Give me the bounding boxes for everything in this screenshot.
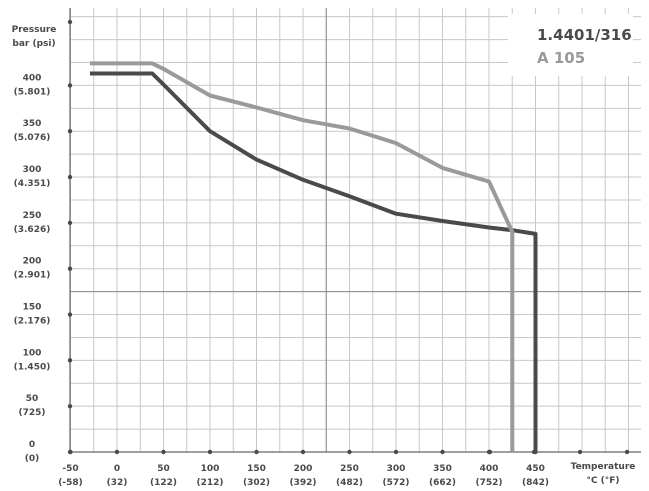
x-tick-label-fahrenheit: (752) xyxy=(475,478,502,488)
y-tick-label: 350 xyxy=(23,119,42,129)
x-tick-dot xyxy=(393,449,399,455)
y-tick-label-psi: (5.076) xyxy=(14,133,51,143)
y-tick-label-psi: (1.450) xyxy=(14,362,51,372)
y-tick-label: 200 xyxy=(23,257,42,267)
x-axis-title-line2: °C (°F) xyxy=(586,476,619,486)
x-tick-label: 350 xyxy=(433,464,452,474)
y-tick-label-psi: (2.176) xyxy=(14,317,51,327)
x-extra-tick-dot xyxy=(577,449,583,455)
series-line-2 xyxy=(90,61,515,452)
x-tick-dot xyxy=(68,449,73,455)
x-extra-tick-dot xyxy=(624,449,630,455)
y-extra-tick-dot xyxy=(67,19,73,25)
x-tick-label: 50 xyxy=(157,464,170,474)
y-tick-label: 300 xyxy=(23,165,42,175)
x-tick-label-fahrenheit: (32) xyxy=(107,478,128,488)
x-tick-label-fahrenheit: (392) xyxy=(289,478,316,488)
x-tick-label: -50 xyxy=(62,464,78,474)
y-tick-label: 50 xyxy=(26,394,39,404)
y-tick-label-psi: (2.901) xyxy=(14,271,51,281)
x-tick-label: 200 xyxy=(294,464,313,474)
y-tick-label-psi: (3.626) xyxy=(14,225,51,235)
legend-series-1: 1.4401/316 xyxy=(537,26,632,44)
series-layer xyxy=(90,61,538,452)
major-grid xyxy=(70,8,641,452)
x-tick-label-fahrenheit: (662) xyxy=(429,478,456,488)
y-tick-dot xyxy=(67,220,73,226)
y-tick-label: 400 xyxy=(23,73,42,83)
y-axis-title-line2: bar (psi) xyxy=(12,39,55,49)
legend-series-2: A 105 xyxy=(537,49,585,67)
y-tick-label: 100 xyxy=(23,348,42,358)
y-tick-label-psi: (4.351) xyxy=(14,179,51,189)
x-tick-label: 0 xyxy=(114,464,120,474)
x-tick-dot xyxy=(114,449,120,455)
x-tick-label: 250 xyxy=(340,464,359,474)
x-axis-title-line1: Temperature xyxy=(571,462,636,472)
y-tick-dot xyxy=(67,312,73,317)
y-tick-dot xyxy=(67,266,73,271)
y-tick-label-psi: (725) xyxy=(18,408,45,418)
y-tick-dot xyxy=(67,174,73,180)
x-tick-dot xyxy=(207,449,213,455)
tick-layer: 0 (0) 50 (725) 100 (1.450) 150 (2.176) 200 (2.901… xyxy=(14,19,630,488)
y-axis-title-line1: Pressure xyxy=(12,25,57,35)
x-extra-tick-dot xyxy=(487,449,493,455)
x-tick-label-fahrenheit: (572) xyxy=(382,478,409,488)
x-tick-label-fahrenheit: (482) xyxy=(336,478,363,488)
x-tick-label-fahrenheit: (212) xyxy=(196,478,223,488)
x-tick-label-fahrenheit: (842) xyxy=(522,478,549,488)
x-tick-label-fahrenheit: (302) xyxy=(243,478,270,488)
y-tick-label: 0 xyxy=(29,440,35,450)
x-tick-label: 400 xyxy=(480,464,499,474)
y-tick-label-psi: (0) xyxy=(25,454,40,464)
x-tick-label: 100 xyxy=(201,464,220,474)
x-extra-tick-dot xyxy=(531,449,537,455)
x-tick-label-fahrenheit: (122) xyxy=(150,478,177,488)
x-tick-label-fahrenheit: (-58) xyxy=(58,478,83,488)
y-tick-dot xyxy=(67,358,73,363)
x-tick-dot xyxy=(161,449,166,455)
y-tick-dot xyxy=(67,403,73,409)
x-tick-dot xyxy=(254,449,259,455)
y-tick-dot xyxy=(67,129,73,134)
x-tick-label: 450 xyxy=(526,464,545,474)
x-tick-label: 300 xyxy=(387,464,406,474)
x-tick-label: 150 xyxy=(247,464,266,474)
legend: 1.4401/316 A 105 xyxy=(508,14,633,76)
x-tick-dot xyxy=(300,449,306,455)
x-tick-dot xyxy=(440,449,445,455)
x-tick-dot xyxy=(347,449,352,455)
legend-background xyxy=(508,14,633,76)
y-tick-dot xyxy=(67,83,73,88)
y-tick-label: 150 xyxy=(23,303,42,313)
y-tick-label: 250 xyxy=(23,211,42,221)
y-tick-label-psi: (5.801) xyxy=(14,87,51,97)
